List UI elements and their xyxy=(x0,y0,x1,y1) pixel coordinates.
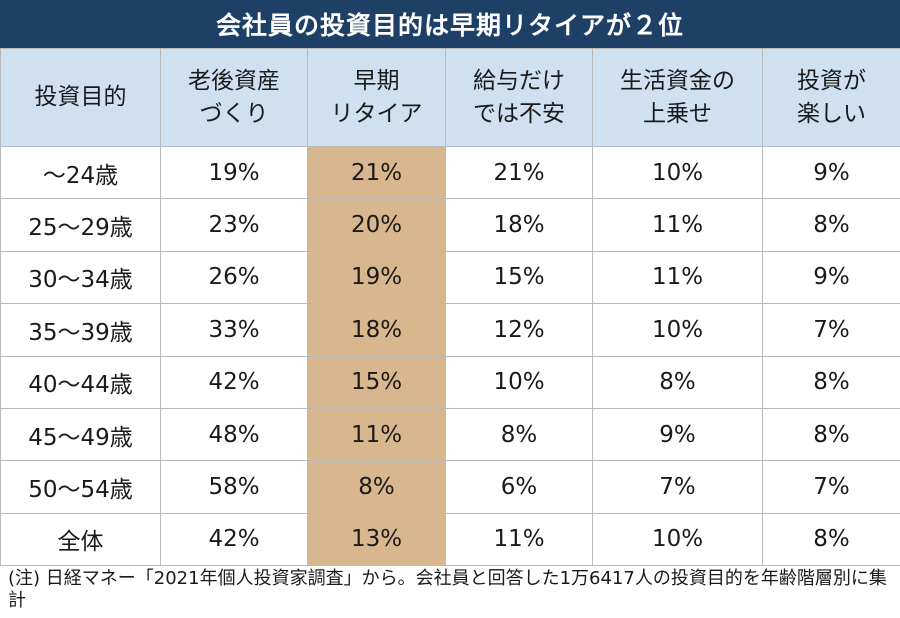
table-row: 50～54歳 58% 8% 6% 7% 7% xyxy=(0,460,900,514)
value-cell: 7% xyxy=(762,460,900,514)
value-cell: 8% xyxy=(762,355,900,409)
header-cell: 早期 リタイア xyxy=(307,48,446,147)
table-body: ～24歳 19% 21% 21% 10% 9% 25～29歳 23% 20% 18% 11% 8% 30… xyxy=(0,145,900,567)
value-cell: 19% xyxy=(160,145,308,200)
table-row: 35～39歳 33% 18% 12% 10% 7% xyxy=(0,303,900,357)
table-row: 全体 42% 13% 11% 10% 8% xyxy=(0,512,900,567)
value-cell: 8% xyxy=(762,512,900,567)
value-cell: 8% xyxy=(762,407,900,462)
value-cell: 15% xyxy=(445,250,593,305)
table-row: ～24歳 19% 21% 21% 10% 9% xyxy=(0,145,900,200)
header-cell: 投資が 楽しい xyxy=(762,48,900,147)
value-cell: 8% xyxy=(307,460,446,514)
value-cell: 18% xyxy=(445,198,593,252)
value-cell: 10% xyxy=(592,145,763,200)
table-row: 25～29歳 23% 20% 18% 11% 8% xyxy=(0,198,900,252)
table-row: 40～44歳 42% 15% 10% 8% 8% xyxy=(0,355,900,409)
value-cell: 6% xyxy=(445,460,593,514)
value-cell: 9% xyxy=(762,145,900,200)
header-row: 投資目的 老後資産 づくり 早期 リタイア 給与だけ では不安 生活資金の 上乗せ 投資が… xyxy=(0,48,900,147)
data-table: 投資目的 老後資産 づくり 早期 リタイア 給与だけ では不安 生活資金の 上乗せ 投資が… xyxy=(0,48,900,567)
row-label: 40～44歳 xyxy=(0,355,161,409)
value-cell: 23% xyxy=(160,198,308,252)
row-label: 50～54歳 xyxy=(0,460,161,514)
footnote: (注) 日経マネー「2021年個人投資家調査」から。会社員と回答した1万6417… xyxy=(8,568,887,611)
row-label: 30～34歳 xyxy=(0,250,161,305)
header-row-label: 投資目的 xyxy=(0,48,161,147)
value-cell: 13% xyxy=(307,512,446,567)
value-cell: 11% xyxy=(307,407,446,462)
value-cell: 11% xyxy=(592,250,763,305)
table-row: 45～49歳 48% 11% 8% 9% 8% xyxy=(0,407,900,462)
value-cell: 8% xyxy=(762,198,900,252)
row-label: 全体 xyxy=(0,512,161,567)
header-cell: 給与だけ では不安 xyxy=(445,48,593,147)
value-cell: 11% xyxy=(592,198,763,252)
value-cell: 18% xyxy=(307,303,446,357)
value-cell: 33% xyxy=(160,303,308,357)
value-cell: 42% xyxy=(160,512,308,567)
value-cell: 19% xyxy=(307,250,446,305)
table-row: 30～34歳 26% 19% 15% 11% 9% xyxy=(0,250,900,305)
value-cell: 9% xyxy=(762,250,900,305)
row-label: ～24歳 xyxy=(0,145,161,200)
value-cell: 10% xyxy=(445,355,593,409)
value-cell: 48% xyxy=(160,407,308,462)
header-cell: 老後資産 づくり xyxy=(160,48,308,147)
table-header: 投資目的 老後資産 づくり 早期 リタイア 給与だけ では不安 生活資金の 上乗せ 投資が… xyxy=(0,48,900,147)
row-label: 25～29歳 xyxy=(0,198,161,252)
row-label: 45～49歳 xyxy=(0,407,161,462)
value-cell: 7% xyxy=(762,303,900,357)
value-cell: 8% xyxy=(445,407,593,462)
value-cell: 10% xyxy=(592,303,763,357)
value-cell: 21% xyxy=(445,145,593,200)
value-cell: 8% xyxy=(592,355,763,409)
value-cell: 21% xyxy=(307,145,446,200)
value-cell: 26% xyxy=(160,250,308,305)
value-cell: 20% xyxy=(307,198,446,252)
row-label: 35～39歳 xyxy=(0,303,161,357)
value-cell: 9% xyxy=(592,407,763,462)
value-cell: 15% xyxy=(307,355,446,409)
value-cell: 10% xyxy=(592,512,763,567)
header-cell: 生活資金の 上乗せ xyxy=(592,48,763,147)
value-cell: 58% xyxy=(160,460,308,514)
value-cell: 42% xyxy=(160,355,308,409)
value-cell: 7% xyxy=(592,460,763,514)
chart-title: 会社員の投資目的は早期リタイアが２位 xyxy=(0,0,900,48)
value-cell: 12% xyxy=(445,303,593,357)
value-cell: 11% xyxy=(445,512,593,567)
